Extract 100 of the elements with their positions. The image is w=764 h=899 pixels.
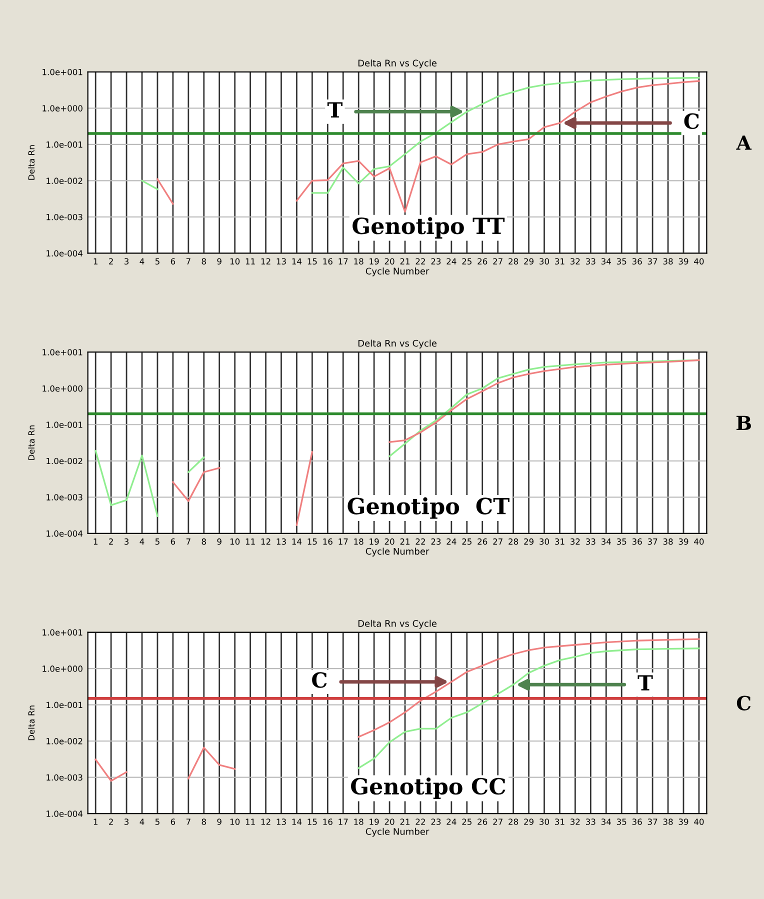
x-tick-label: 34 <box>601 538 611 545</box>
x-tick-label: 9 <box>217 538 222 545</box>
x-tick-label: 27 <box>493 258 502 264</box>
y-tick-label: 1.0e-004 <box>46 250 83 257</box>
x-tick-label: 13 <box>276 818 286 825</box>
x-tick-label: 40 <box>694 538 704 545</box>
x-tick-label: 15 <box>308 538 317 545</box>
x-tick-label: 33 <box>586 818 596 825</box>
x-tick-label: 21 <box>400 538 410 545</box>
x-tick-label: 22 <box>416 538 425 545</box>
y-tick-label: 1.0e-004 <box>46 810 83 817</box>
x-tick-label: 14 <box>292 258 302 264</box>
x-tick-label: 25 <box>462 818 472 825</box>
x-tick-label: 40 <box>694 818 704 825</box>
x-tick-label: 24 <box>446 258 456 264</box>
y-axis-title: Delta Rn <box>28 145 35 180</box>
x-tick-label: 36 <box>632 818 642 825</box>
x-tick-label: 18 <box>354 258 364 265</box>
y-tick-label: 1.0e-003 <box>46 494 82 500</box>
x-tick-label: 4 <box>140 258 144 264</box>
x-tick-label: 11 <box>246 818 255 825</box>
x-tick-label: 17 <box>338 538 348 545</box>
x-tick-label: 5 <box>155 818 160 825</box>
x-tick-label: 28 <box>508 538 518 545</box>
x-tick-label: 20 <box>384 818 394 825</box>
y-tick-label: 1.0e-002 <box>46 178 82 184</box>
x-tick-label: 27 <box>493 538 502 545</box>
x-tick-label: 8 <box>202 258 206 265</box>
x-tick-label: 25 <box>462 538 472 545</box>
x-tick-label: 12 <box>261 258 270 264</box>
x-tick-label: 10 <box>230 818 240 825</box>
y-tick-label: 1.0e-003 <box>46 774 82 781</box>
x-tick-label: 31 <box>555 258 564 265</box>
x-axis-title: Cycle Number <box>366 268 430 276</box>
x-tick-label: 28 <box>508 258 518 265</box>
x-tick-label: 24 <box>446 538 456 545</box>
annotation: T <box>327 102 342 118</box>
x-tick-label: 38 <box>663 818 673 825</box>
x-tick-label: 26 <box>478 818 488 825</box>
x-tick-label: 7 <box>186 538 190 545</box>
x-tick-label: 39 <box>678 818 688 825</box>
x-tick-label: 4 <box>140 818 144 825</box>
x-tick-label: 33 <box>586 258 596 265</box>
x-tick-label: 32 <box>570 538 580 545</box>
y-tick-label: 1.0e-003 <box>46 214 82 220</box>
x-tick-label: 31 <box>555 818 564 825</box>
x-tick-label: 30 <box>540 258 550 265</box>
x-tick-label: 6 <box>170 818 176 825</box>
text: B <box>736 416 751 430</box>
x-tick-label: 30 <box>540 818 550 825</box>
x-tick-label: 25 <box>462 258 472 265</box>
x-tick-label: 36 <box>632 538 642 545</box>
y-axis-title: Delta Rn <box>28 706 35 740</box>
x-tick-label: 7 <box>186 818 190 825</box>
x-tick-label: 5 <box>155 538 160 545</box>
x-tick-label: 35 <box>616 258 626 265</box>
x-tick-label: 12 <box>261 538 270 545</box>
y-tick-label: 1.0e-001 <box>46 702 82 708</box>
x-tick-label: 4 <box>140 538 144 545</box>
x-tick-label: 20 <box>384 538 394 545</box>
x-tick-label: 2 <box>109 538 113 545</box>
x-axis-title: Cycle Number <box>366 828 430 837</box>
x-tick-label: 10 <box>230 258 240 265</box>
y-tick-label: 1.0e+000 <box>42 105 82 112</box>
x-tick-label: 9 <box>217 258 222 265</box>
x-tick-label: 16 <box>323 258 332 265</box>
x-tick-label: 1 <box>94 538 98 545</box>
x-tick-label: 6 <box>170 538 176 545</box>
x-tick-label: 8 <box>202 538 206 545</box>
x-tick-label: 40 <box>694 258 704 265</box>
x-tick-label: 22 <box>416 818 425 825</box>
x-tick-label: 31 <box>555 538 564 545</box>
x-tick-label: 37 <box>648 538 658 545</box>
x-tick-label: 34 <box>601 818 611 825</box>
x-tick-label: 32 <box>570 258 580 265</box>
x-tick-label: 11 <box>246 258 255 264</box>
x-tick-label: 14 <box>292 818 302 825</box>
x-tick-label: 13 <box>276 538 286 545</box>
x-tick-label: 8 <box>202 818 206 825</box>
text: C <box>736 696 751 710</box>
x-tick-label: 2 <box>109 258 113 264</box>
x-tick-label: 19 <box>370 538 379 545</box>
x-tick-label: 10 <box>230 538 240 545</box>
x-tick-label: 6 <box>170 258 176 265</box>
x-tick-label: 39 <box>678 258 688 265</box>
x-tick-label: 30 <box>540 538 550 545</box>
y-tick-label: 1.0e+001 <box>42 68 82 76</box>
x-tick-label: 38 <box>663 258 673 265</box>
x-tick-label: 12 <box>261 818 270 825</box>
annotation: C <box>684 113 699 130</box>
x-tick-label: 33 <box>586 538 596 545</box>
y-tick-label: 1.0e-001 <box>46 141 82 148</box>
annotation: Genotipo CC <box>351 777 506 799</box>
chart-title: Delta Rn vs Cycle <box>358 620 437 629</box>
x-tick-label: 20 <box>384 258 394 265</box>
annotation: Genotipo CT <box>348 497 510 519</box>
x-tick-label: 21 <box>400 818 410 825</box>
x-tick-label: 3 <box>124 818 129 825</box>
x-tick-label: 19 <box>370 258 379 265</box>
x-tick-label: 18 <box>354 818 364 825</box>
